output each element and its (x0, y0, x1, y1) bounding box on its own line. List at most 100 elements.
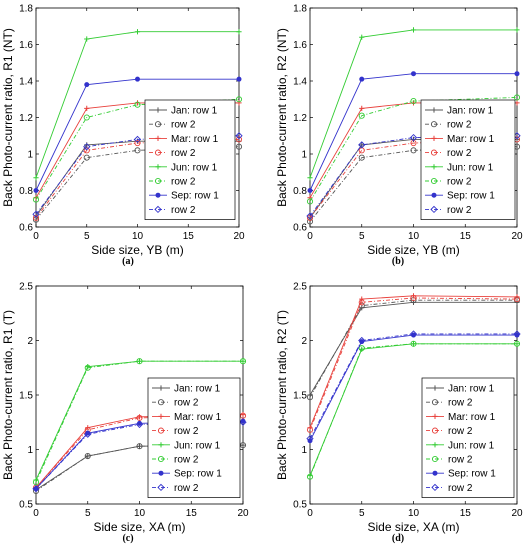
data-point (236, 29, 242, 35)
y-tick-label: 0.6 (19, 223, 33, 234)
data-point (235, 136, 243, 143)
x-tick-label: 15 (186, 508, 198, 519)
series-line-0 (309, 301, 517, 396)
legend-box (420, 99, 516, 220)
data-point (135, 420, 144, 429)
data-point (409, 330, 418, 338)
legend-label: Jun: row 1 (448, 440, 495, 451)
y-tick-label: 2.5 (293, 282, 307, 293)
y-tick-label: 1 (301, 150, 307, 161)
x-tick-label: 10 (132, 231, 144, 242)
data-point (239, 418, 247, 426)
data-point (513, 330, 521, 338)
data-point (84, 36, 90, 42)
data-point (410, 27, 417, 33)
legend-marker (158, 413, 164, 419)
panel-caption: (d) (392, 533, 404, 544)
data-point (83, 114, 90, 121)
y-tick-label: 0.5 (19, 500, 33, 511)
legend-box (144, 99, 236, 220)
legend-label: row 2 (447, 148, 472, 159)
legend-marker (157, 455, 165, 463)
y-tick-label: 1.2 (19, 113, 33, 124)
series-line-5 (309, 343, 517, 477)
x-tick-label: 15 (183, 231, 195, 242)
legend-label: row 2 (174, 426, 199, 437)
legend-marker (432, 385, 438, 391)
data-point (239, 358, 247, 365)
data-point (32, 485, 40, 493)
data-point (84, 105, 90, 111)
legend-marker (431, 483, 439, 492)
legend-marker (431, 455, 439, 463)
legend-marker (432, 413, 438, 419)
data-point (33, 175, 39, 181)
y-tick-label: 1 (27, 150, 33, 161)
data-point (514, 27, 520, 33)
legend-marker (155, 192, 161, 198)
legend-marker (154, 177, 162, 185)
data-point (410, 294, 417, 302)
legend-label: row 2 (448, 426, 473, 437)
x-tick-label: 20 (511, 231, 523, 242)
y-axis-label: Back Photo-current ratio, R2 (T) (275, 310, 289, 480)
legend-box (421, 377, 515, 498)
panel-caption: (b) (392, 256, 404, 267)
x-axis-label: Side size, XA (m) (93, 520, 185, 534)
data-point (306, 426, 314, 433)
legend-marker (430, 121, 438, 128)
y-tick-label: 1.5 (19, 391, 33, 402)
legend-label: row 2 (174, 455, 199, 466)
series-line-7 (35, 421, 244, 490)
data-point (136, 414, 143, 421)
legend-marker (431, 427, 439, 434)
chart-panel-0: 0 5 10 15 20 0.6 0.8 1 1.2 1.4 1.6 1.8 Side size, YB… (1, 4, 245, 268)
x-tick-label: 10 (134, 508, 146, 519)
data-point (32, 196, 40, 203)
data-point (83, 143, 91, 151)
y-tick-label: 0.8 (293, 186, 307, 197)
data-point (33, 188, 39, 193)
x-tick-label: 0 (307, 231, 313, 242)
series-line-3 (309, 297, 518, 431)
legend-marker (155, 107, 161, 113)
y-tick-label: 1.4 (19, 77, 33, 88)
data-point (410, 98, 417, 105)
series-line-6 (309, 334, 517, 441)
legend-marker (157, 483, 165, 492)
legend-label: row 2 (447, 205, 472, 216)
legend-marker (431, 192, 437, 198)
legend-label: Sep: row 1 (447, 191, 495, 202)
legend-marker (154, 205, 162, 214)
data-point (358, 154, 365, 161)
x-tick-label: 0 (33, 508, 39, 519)
data-point (136, 443, 143, 450)
legend-label: row 2 (448, 398, 473, 409)
legend-label: row 2 (171, 148, 196, 159)
data-point (410, 340, 417, 347)
data-point (235, 132, 243, 140)
legend-marker (158, 385, 164, 391)
y-tick-label: 0.5 (293, 500, 307, 511)
y-tick-label: 1.5 (293, 391, 307, 402)
legend-marker (432, 442, 438, 448)
data-point (134, 147, 141, 154)
data-point (513, 340, 521, 347)
data-point (134, 29, 141, 35)
data-point (307, 195, 313, 201)
y-tick-label: 2.5 (19, 282, 33, 293)
legend-marker (154, 149, 162, 156)
series-line-6 (309, 73, 517, 191)
data-point (83, 147, 90, 154)
data-point (306, 473, 314, 480)
x-tick-label: 5 (84, 231, 90, 242)
legend-label: row 2 (174, 398, 199, 409)
data-point (306, 394, 314, 401)
y-tick-label: 0.6 (293, 223, 307, 234)
panel-caption: (a) (122, 256, 134, 267)
x-tick-label: 10 (408, 231, 420, 242)
data-point (84, 452, 91, 460)
data-point (32, 210, 40, 218)
